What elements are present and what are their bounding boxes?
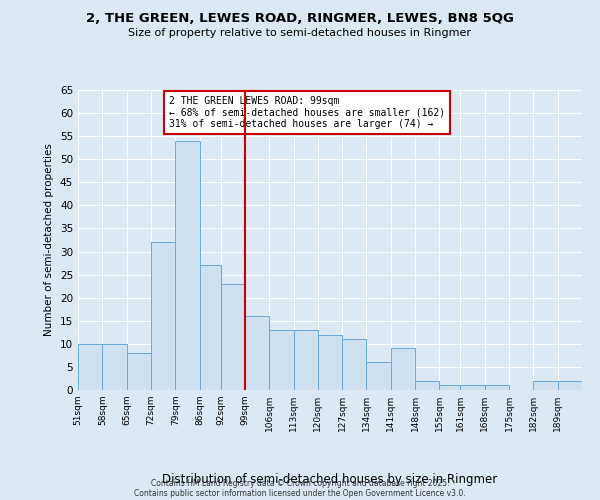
Y-axis label: Number of semi-detached properties: Number of semi-detached properties xyxy=(44,144,55,336)
Text: Size of property relative to semi-detached houses in Ringmer: Size of property relative to semi-detach… xyxy=(128,28,472,38)
Bar xyxy=(78,344,103,390)
Text: Contains HM Land Registry data © Crown copyright and database right 2025.: Contains HM Land Registry data © Crown c… xyxy=(151,478,449,488)
Bar xyxy=(485,386,509,390)
Bar xyxy=(367,362,391,390)
Bar xyxy=(103,344,127,390)
Bar xyxy=(391,348,415,390)
Bar xyxy=(269,330,293,390)
X-axis label: Distribution of semi-detached houses by size in Ringmer: Distribution of semi-detached houses by … xyxy=(163,473,497,486)
Text: 2 THE GREEN LEWES ROAD: 99sqm
← 68% of semi-detached houses are smaller (162)
31: 2 THE GREEN LEWES ROAD: 99sqm ← 68% of s… xyxy=(169,96,445,129)
Bar xyxy=(415,381,439,390)
Bar xyxy=(245,316,269,390)
Bar xyxy=(293,330,318,390)
Bar xyxy=(439,386,460,390)
Bar xyxy=(200,266,221,390)
Bar xyxy=(318,334,342,390)
Bar xyxy=(533,381,557,390)
Bar xyxy=(557,381,582,390)
Bar xyxy=(342,339,367,390)
Bar xyxy=(460,386,485,390)
Text: 2, THE GREEN, LEWES ROAD, RINGMER, LEWES, BN8 5QG: 2, THE GREEN, LEWES ROAD, RINGMER, LEWES… xyxy=(86,12,514,26)
Text: Contains public sector information licensed under the Open Government Licence v3: Contains public sector information licen… xyxy=(134,488,466,498)
Bar xyxy=(127,353,151,390)
Bar xyxy=(151,242,175,390)
Bar xyxy=(221,284,245,390)
Bar xyxy=(175,141,200,390)
